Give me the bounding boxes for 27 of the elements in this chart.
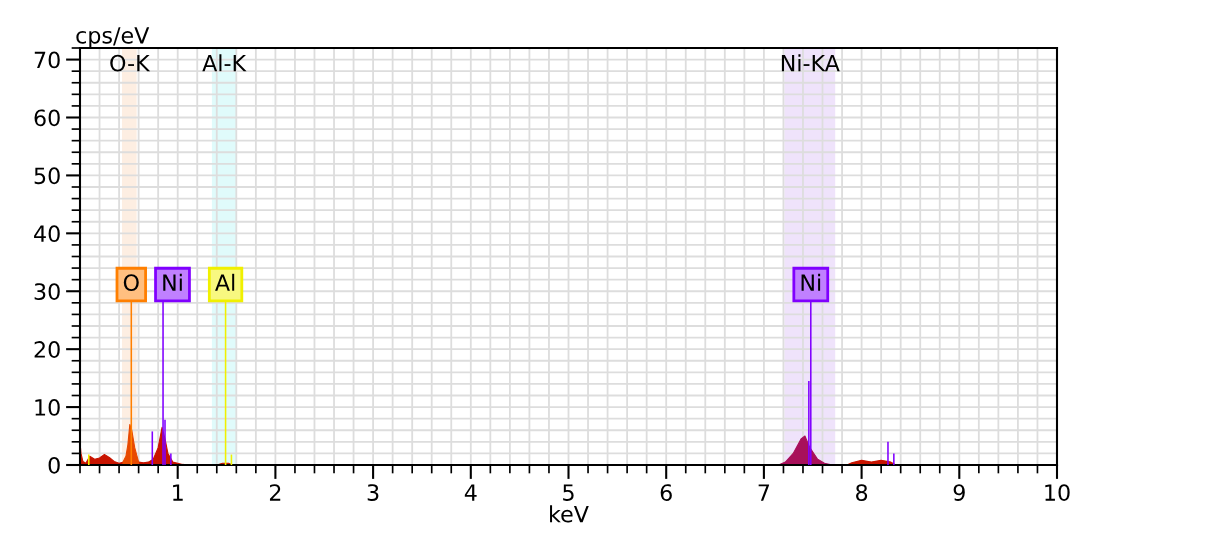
x-tick-label: 5	[563, 484, 574, 501]
x-tick-label: 4	[464, 484, 477, 501]
band-label: Al-K	[202, 54, 247, 72]
x-tick-label: 6	[660, 484, 672, 501]
y-tick-label: 50	[34, 167, 60, 185]
x-axis-title: keV	[550, 505, 589, 523]
y-tick-label: 70	[34, 51, 60, 69]
band-label: O-K	[110, 54, 151, 72]
x-tick-label: 8	[856, 484, 868, 501]
y-tick-label: 60	[34, 109, 60, 127]
x-tick-label: 7	[758, 484, 770, 501]
y-axis-title: cps/eV	[76, 27, 150, 48]
y-tick-label: 40	[34, 225, 60, 243]
band-label: Ni-KA	[781, 54, 840, 72]
y-tick-label: 30	[34, 283, 60, 301]
x-tick-label: 9	[953, 484, 965, 501]
series-label: O	[123, 274, 139, 291]
x-tick-label: 10	[1045, 484, 1070, 501]
x-tick-label: 2	[269, 484, 281, 501]
y-tick-label: 20	[34, 341, 60, 358]
x-tick-label: 3	[367, 484, 379, 501]
series-label: Ni	[163, 273, 182, 291]
x-tick-label: 1	[173, 484, 183, 501]
y-tick-label: 0	[48, 456, 60, 474]
series-label: Ni	[801, 273, 821, 291]
y-tick-label: 10	[35, 399, 60, 416]
series-label: Al	[215, 273, 235, 291]
